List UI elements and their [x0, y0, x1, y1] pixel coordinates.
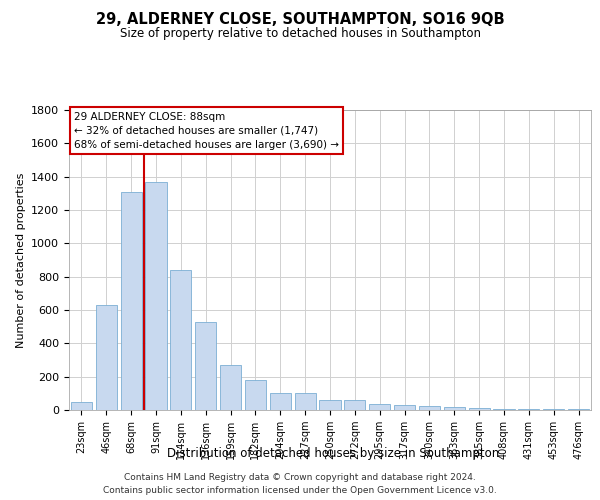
Bar: [444, 406, 465, 410]
Bar: [493, 409, 515, 410]
Bar: [295, 394, 316, 410]
Bar: [568, 409, 589, 410]
Bar: [469, 408, 490, 410]
Bar: [270, 394, 291, 410]
Bar: [543, 409, 564, 410]
Text: 29 ALDERNEY CLOSE: 88sqm
← 32% of detached houses are smaller (1,747)
68% of sem: 29 ALDERNEY CLOSE: 88sqm ← 32% of detach…: [74, 112, 339, 150]
Bar: [195, 322, 216, 410]
Bar: [394, 405, 415, 410]
Bar: [220, 365, 241, 410]
Bar: [96, 305, 117, 410]
Bar: [145, 182, 167, 410]
Bar: [121, 192, 142, 410]
Text: Contains HM Land Registry data © Crown copyright and database right 2024.: Contains HM Land Registry data © Crown c…: [124, 472, 476, 482]
Bar: [170, 270, 191, 410]
Text: Distribution of detached houses by size in Southampton: Distribution of detached houses by size …: [167, 448, 499, 460]
Bar: [369, 404, 390, 410]
Bar: [245, 380, 266, 410]
Text: Size of property relative to detached houses in Southampton: Size of property relative to detached ho…: [119, 28, 481, 40]
Y-axis label: Number of detached properties: Number of detached properties: [16, 172, 26, 348]
Text: 29, ALDERNEY CLOSE, SOUTHAMPTON, SO16 9QB: 29, ALDERNEY CLOSE, SOUTHAMPTON, SO16 9Q…: [95, 12, 505, 28]
Text: Contains public sector information licensed under the Open Government Licence v3: Contains public sector information licen…: [103, 486, 497, 495]
Bar: [518, 409, 539, 410]
Bar: [71, 402, 92, 410]
Bar: [419, 406, 440, 410]
Bar: [344, 400, 365, 410]
Bar: [319, 400, 341, 410]
